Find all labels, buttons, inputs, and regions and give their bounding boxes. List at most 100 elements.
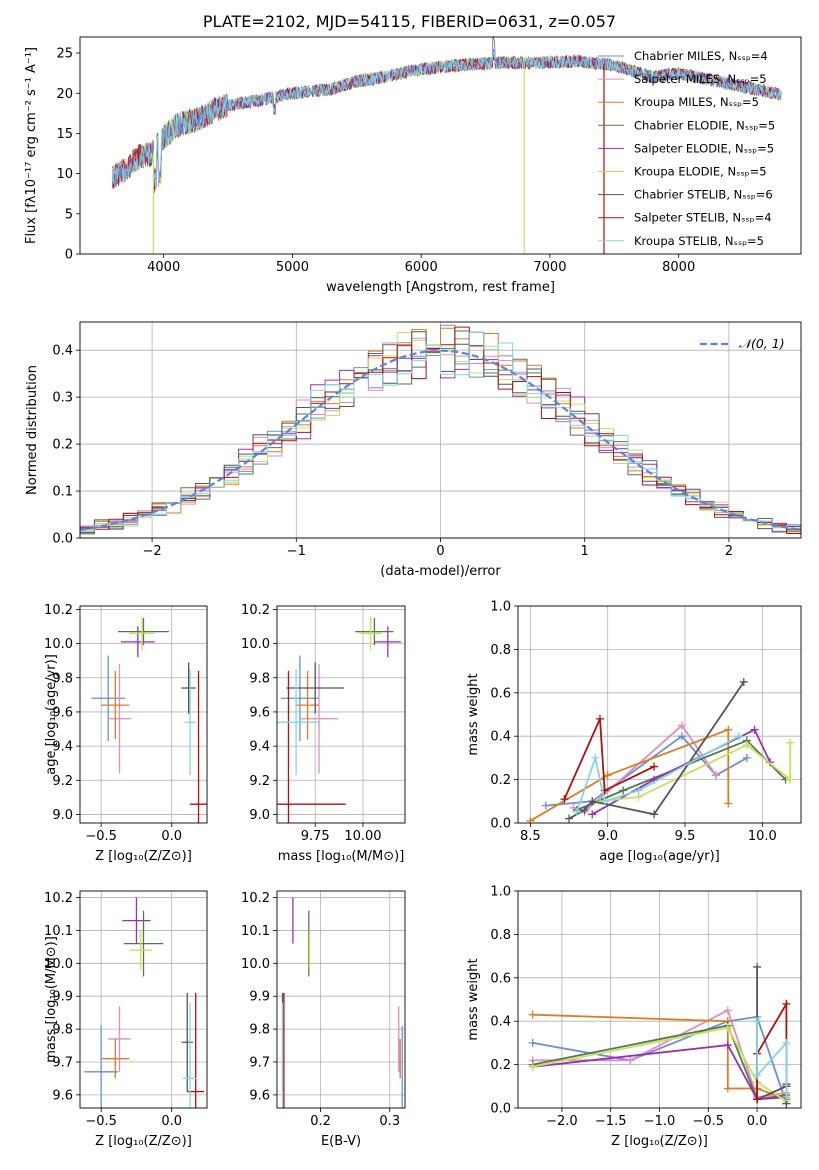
weight-marker — [634, 786, 643, 795]
axes-frame — [79, 890, 208, 1109]
weight-line — [756, 967, 788, 1104]
weight-marker — [650, 762, 659, 771]
weight-marker — [742, 753, 751, 762]
weight-marker — [595, 714, 604, 723]
weight-marker — [626, 1056, 635, 1065]
y-tick-label: 0.0 — [490, 817, 511, 832]
y-axis-label: mass weight — [466, 958, 481, 1040]
legend-entry: Chabrier ELODIE, Nₛₛₚ=5 — [634, 118, 775, 132]
x-axis-label: Z [log₁₀(Z/Z⊙)] — [95, 849, 192, 864]
weight-line — [529, 728, 730, 822]
plot-area — [91, 616, 207, 823]
plot-area — [80, 324, 801, 535]
x-axis-label: wavelength [Angstrom, rest frame] — [326, 280, 555, 295]
axes-frame — [79, 321, 802, 539]
weight-marker — [724, 725, 733, 734]
weight-marker — [753, 1017, 762, 1026]
residual-histogram — [80, 327, 801, 531]
y-tick-label: 9.6 — [249, 705, 270, 720]
panel-spectrum: 4000 5000 6000 7000 8000 0 5 10 15 20 25 wavelength… — [24, 36, 802, 295]
y-axis-label: Normed distribution — [25, 365, 40, 495]
y-tick-label: 10.0 — [44, 637, 73, 652]
y-tick-label: 10.1 — [44, 924, 73, 939]
x-axis-label: Z [log₁₀(Z/Z⊙)] — [95, 1134, 192, 1149]
axes-frame — [79, 605, 208, 824]
axes-frame — [517, 890, 802, 1109]
weight-marker — [753, 962, 762, 971]
weight-marker — [528, 1038, 537, 1047]
y-tick-label: 0.0 — [52, 532, 73, 547]
y-tick-label: 0.4 — [52, 344, 73, 359]
y-tick-label: 10.2 — [44, 603, 73, 618]
y-tick-label: 9.9 — [249, 990, 270, 1005]
y-tick-label: 10 — [56, 167, 73, 182]
x-tick-label: 9.75 — [301, 829, 330, 844]
y-axis-label: mass [log₁₀(M/M⊙)] — [44, 936, 59, 1063]
y-tick-label: 20 — [56, 87, 73, 102]
weight-marker — [724, 799, 733, 808]
panel-mass_vs_EBV: 0.2 0.3 9.6 9.7 9.8 9.9 10.0 10.1 10.2 E(B-V) — [241, 890, 406, 1149]
x-tick-label: 0.0 — [161, 829, 182, 844]
weight-marker — [723, 1084, 732, 1093]
legend-entry: Salpeter MILES, Nₛₛₚ=5 — [634, 72, 767, 86]
plot-area — [84, 897, 205, 1108]
weight-line — [532, 1026, 787, 1103]
legend-entry: Chabrier STELIB, Nₛₛₚ=6 — [634, 188, 773, 202]
weight-marker — [782, 999, 791, 1008]
weight-marker — [782, 1093, 791, 1102]
residual-histogram — [80, 331, 801, 532]
weight-marker — [588, 797, 597, 806]
legend-entry: Salpeter ELODIE, Nₛₛₚ=5 — [634, 141, 774, 155]
y-tick-label: 0.2 — [52, 438, 73, 453]
weight-marker — [723, 1006, 732, 1015]
x-axis-label: mass [log₁₀(M/M⊙)] — [278, 849, 405, 864]
x-axis-label: Z [log₁₀(Z/Z⊙)] — [611, 1134, 708, 1149]
y-tick-label: 0.8 — [490, 643, 511, 658]
y-tick-label: 9.7 — [249, 1055, 270, 1070]
x-tick-label: 8.5 — [520, 829, 541, 844]
weight-marker — [753, 1095, 762, 1104]
weight-marker — [565, 814, 574, 823]
x-axis-label: age [log₁₀(age/yr)] — [599, 849, 720, 864]
x-tick-label: 6000 — [405, 260, 438, 275]
panel-weight_vs_age: 8.5 9.0 9.5 10.0 0.0 0.2 0.4 0.6 0.8 1.0 age [log₁… — [466, 600, 802, 864]
weight-marker — [723, 1023, 732, 1032]
plot-area — [277, 616, 402, 823]
legend-entry: Kroupa STELIB, Nₛₛₚ=5 — [634, 234, 764, 248]
y-tick-label: 10.0 — [241, 957, 270, 972]
y-tick-label: 9.2 — [52, 774, 73, 789]
weight-marker — [677, 732, 686, 741]
x-tick-label: 0.0 — [747, 1114, 768, 1129]
x-tick-label: 2 — [725, 544, 733, 559]
spectrum-line — [111, 50, 782, 188]
x-tick-label: 1 — [581, 544, 589, 559]
y-tick-label: 10.1 — [241, 924, 270, 939]
x-tick-label: 8000 — [662, 260, 695, 275]
weight-marker — [560, 795, 569, 804]
y-axis-label: Flux [fλ10⁻¹⁷ erg cm⁻² s⁻¹ A⁻¹] — [24, 47, 39, 244]
figure-title: PLATE=2102, MJD=54115, FIBERID=0631, z=0… — [202, 12, 617, 31]
y-tick-label: 9.6 — [52, 1088, 73, 1103]
y-tick-label: 0.2 — [490, 1058, 511, 1073]
y-tick-label: 0.4 — [490, 730, 511, 745]
y-tick-label: 0.1 — [52, 485, 73, 500]
x-tick-label: 0.0 — [161, 1114, 182, 1129]
x-tick-label: 10.00 — [344, 829, 381, 844]
weight-marker — [723, 1041, 732, 1050]
x-axis-label: E(B-V) — [321, 1134, 361, 1149]
y-tick-label: 9.6 — [249, 1088, 270, 1103]
weight-marker — [753, 1071, 762, 1080]
weight-marker — [735, 732, 744, 741]
weight-marker — [739, 677, 748, 686]
x-tick-label: −1 — [287, 544, 306, 559]
y-tick-label: 9.9 — [52, 990, 73, 1005]
x-tick-label: 9.5 — [675, 829, 696, 844]
plot-area — [528, 962, 791, 1108]
legend-entry: Salpeter STELIB, Nₛₛₚ=4 — [634, 211, 772, 225]
weight-marker — [711, 771, 720, 780]
x-tick-label: −2.0 — [546, 1114, 578, 1129]
weight-marker — [750, 725, 759, 734]
y-tick-label: 0.8 — [490, 928, 511, 943]
weight-marker — [619, 786, 628, 795]
y-tick-label: 0 — [65, 248, 73, 263]
